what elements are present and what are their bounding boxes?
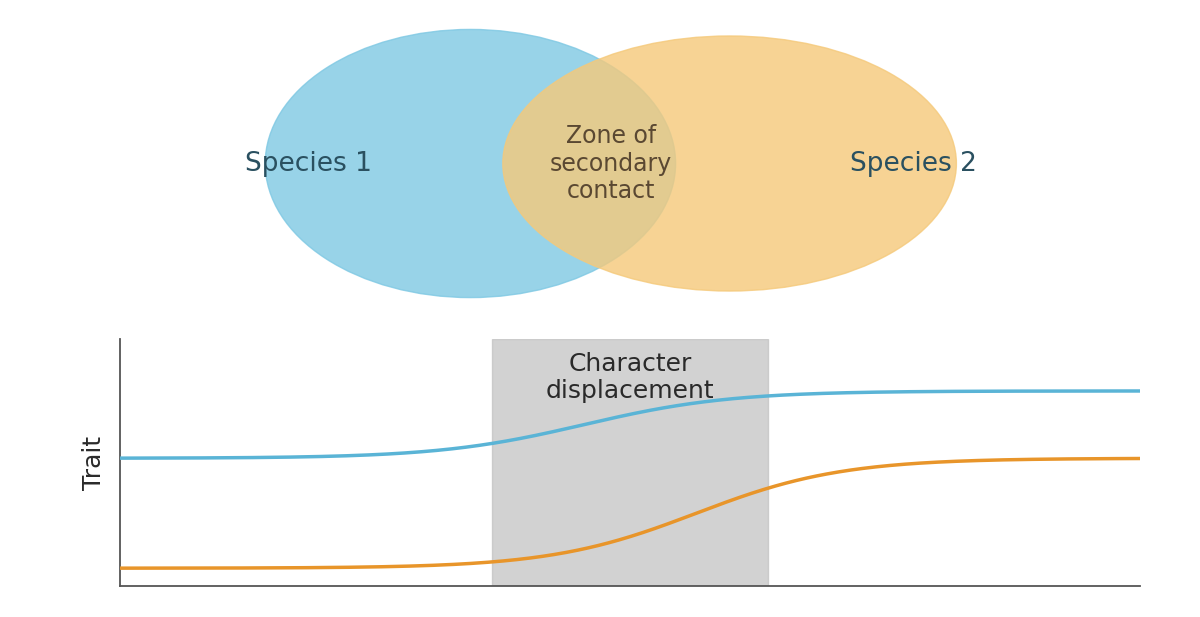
- Y-axis label: Trait: Trait: [82, 436, 106, 490]
- Text: Character
displacement: Character displacement: [546, 352, 714, 404]
- Text: Species 2: Species 2: [850, 151, 977, 176]
- Ellipse shape: [265, 30, 676, 297]
- Text: Species 1: Species 1: [245, 151, 372, 176]
- Ellipse shape: [503, 36, 956, 291]
- Text: Zone of
secondary
contact: Zone of secondary contact: [550, 123, 672, 204]
- Bar: [492, 339, 768, 586]
